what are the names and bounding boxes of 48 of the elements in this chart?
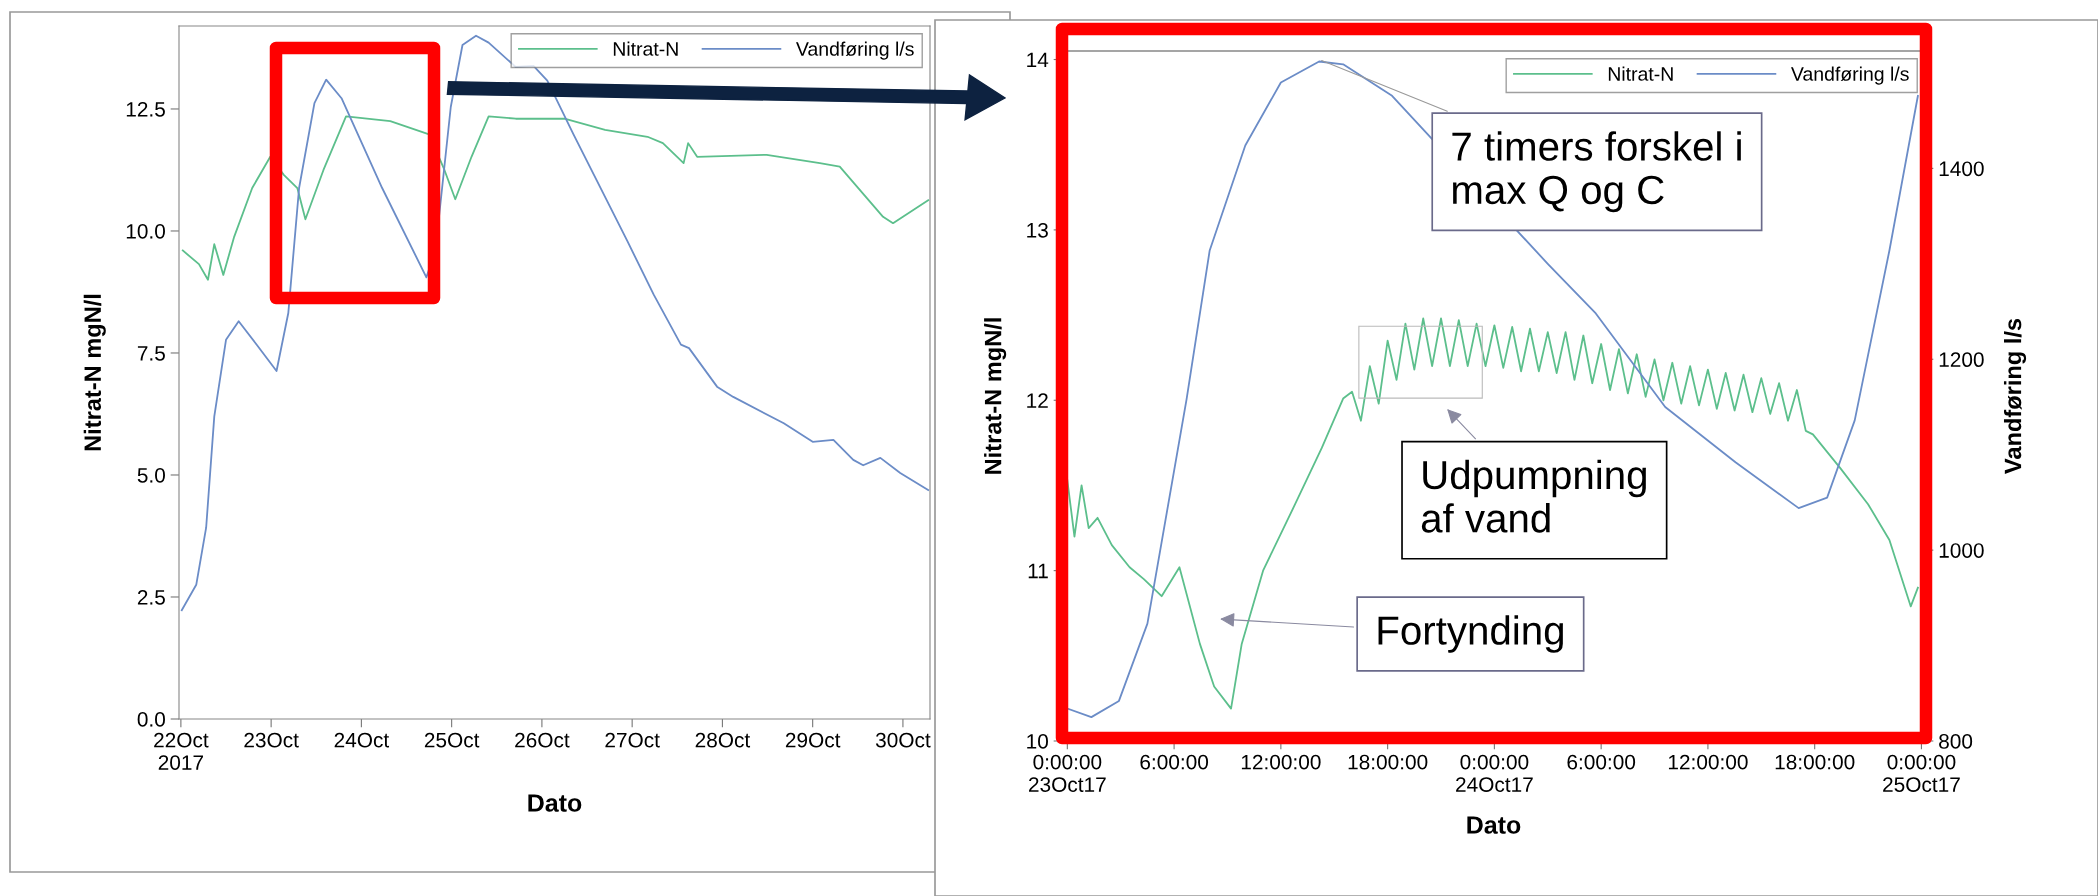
- x-tick-label: 12:00:00: [1241, 754, 1321, 770]
- y2-tick-label: 800: [1939, 734, 1973, 749]
- x-tick-label: 29Oct: [785, 732, 841, 748]
- x-tick-label: 18:00:00: [1775, 754, 1855, 770]
- x-tick-label: 23Oct: [244, 732, 299, 748]
- legend-label: Vandføring l/s: [1791, 66, 1909, 85]
- x-tick-label: 18:00:00: [1348, 754, 1428, 770]
- y-axis-title: Nitrat-N mgN/l: [984, 318, 1007, 474]
- y2-tick-label: 1400: [1939, 161, 1984, 177]
- x-tick-label: 6:00:00: [1140, 754, 1209, 770]
- x-tick-label: 0:00:00 25Oct17: [1883, 754, 1960, 792]
- y-axis-title: Nitrat-N mgN/l: [83, 294, 106, 451]
- x-tick-label: 0:00:00 23Oct17: [1029, 754, 1106, 792]
- x-tick-label: 12:00:00: [1668, 754, 1748, 770]
- x-tick-label: 24Oct: [334, 732, 390, 748]
- x-axis-title: Dato: [1467, 816, 1521, 834]
- y-tick-label: 12: [1027, 393, 1048, 408]
- legend-label: Vandføring l/s: [796, 41, 914, 60]
- legend-label: Nitrat-N: [613, 41, 678, 56]
- legend-label: Nitrat-N: [1608, 66, 1673, 81]
- x-tick-label: 26Oct: [515, 732, 570, 748]
- x-tick-label: 28Oct: [695, 732, 751, 748]
- y-tick-label: 2.5: [137, 589, 165, 605]
- x-tick-label: 25Oct: [424, 732, 480, 748]
- x-tick-label: 6:00:00: [1567, 754, 1636, 770]
- x-tick-label: 22Oct 2017: [154, 732, 209, 770]
- y2-tick-label: 1000: [1939, 543, 1984, 558]
- y-tick-label: 11: [1028, 563, 1048, 579]
- line-series: [180, 34, 930, 612]
- y-tick-label: 0.0: [137, 712, 165, 727]
- y-tick-label: 12.5: [126, 101, 165, 117]
- y2-tick-label: 1200: [1939, 352, 1984, 368]
- annotation: 7 timers forskel i max Q og C: [1452, 131, 1741, 213]
- y2-axis-title: Vandføring l/s: [2003, 318, 2027, 474]
- x-tick-label: 0:00:00 24Oct17: [1456, 754, 1533, 792]
- y-tick-label: 10.0: [126, 223, 165, 239]
- line-series: [181, 115, 930, 281]
- annotation: Udpumpning af vand: [1421, 459, 1646, 533]
- y-tick-label: 10: [1027, 734, 1048, 749]
- line-series: [1066, 317, 1919, 710]
- y-tick-label: 5.0: [137, 467, 165, 483]
- x-axis-title: Dato: [528, 794, 582, 812]
- annotation: Fortynding: [1378, 615, 1563, 653]
- x-tick-label: 30Oct: [875, 732, 931, 748]
- y-tick-label: 7.5: [137, 346, 165, 361]
- y-tick-label: 14: [1027, 52, 1049, 68]
- y-tick-label: 13: [1027, 222, 1048, 238]
- x-tick-label: 27Oct: [605, 732, 660, 748]
